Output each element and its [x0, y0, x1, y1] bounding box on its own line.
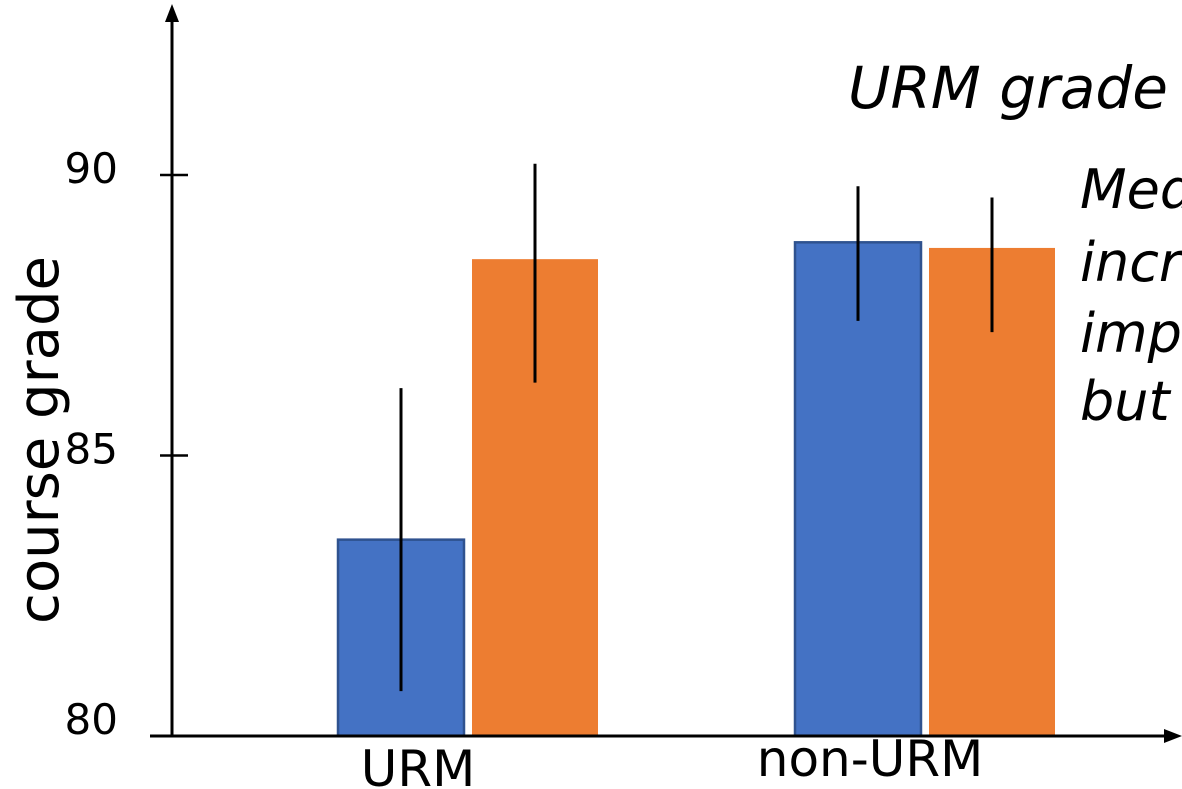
- annotation-line-3: imp: [1080, 302, 1182, 365]
- y-ticks-layer: 80 85 90: [65, 144, 188, 744]
- x-axis-arrow: [1164, 729, 1182, 743]
- bars-layer: [336, 241, 1055, 738]
- annotation-line-2: incr: [1080, 231, 1182, 294]
- y-axis-title: course grade: [7, 256, 72, 624]
- category-label-non-urm: non-URM: [757, 730, 984, 788]
- bar-non-urm-series-1: [793, 241, 923, 738]
- y-tick-label-80: 80: [65, 695, 118, 744]
- annotation-title: URM grade: [848, 54, 1168, 122]
- y-tick-label-85: 85: [65, 425, 118, 474]
- y-tick-label-90: 90: [65, 144, 118, 193]
- error-bars-layer: [399, 163, 994, 692]
- y-axis-arrow: [165, 4, 179, 22]
- annotation-line-1: Med: [1080, 158, 1182, 221]
- category-label-urm: URM: [361, 740, 475, 789]
- annotation-line-4: but: [1080, 370, 1172, 433]
